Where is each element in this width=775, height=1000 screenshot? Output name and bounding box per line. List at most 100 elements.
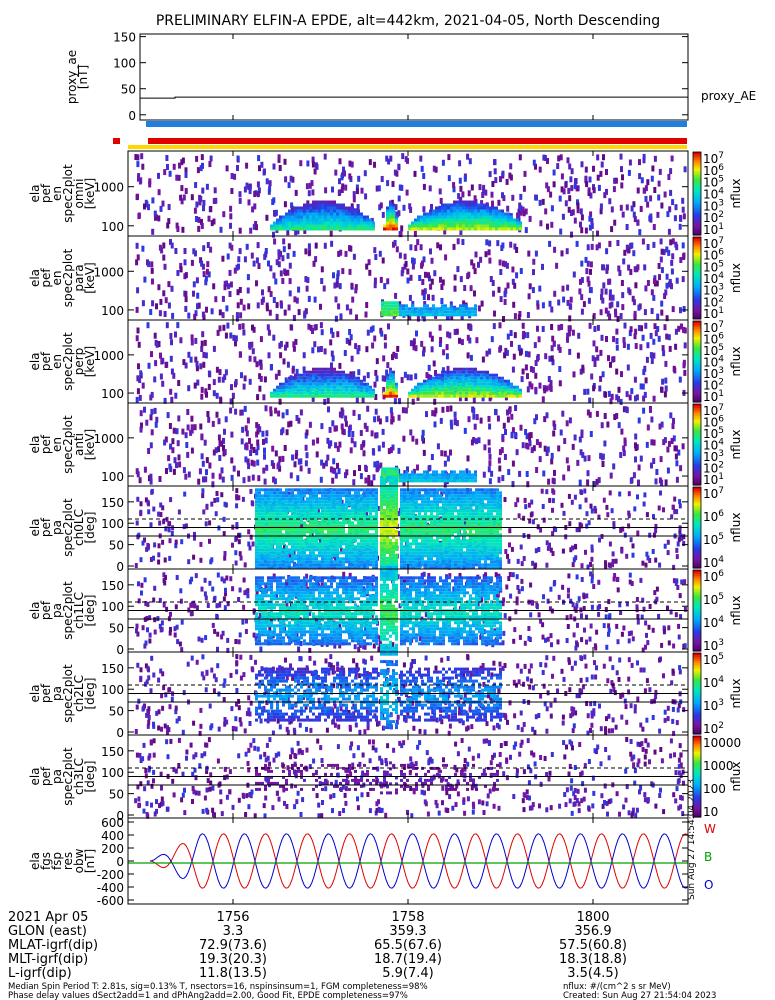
spectro-noise-pixel: [326, 454, 330, 461]
spectro-band-pixel: [354, 209, 357, 213]
spectro-noise-pixel: [143, 203, 146, 210]
spectro-band-pixel: [504, 394, 507, 398]
spectro-band-pixel: [465, 376, 468, 380]
spectro-noise-pixel: [452, 182, 456, 189]
pa-band-pixel: [339, 500, 342, 504]
pa-band-pixel: [366, 539, 369, 543]
spectro-noise-pixel: [560, 502, 564, 508]
pa-band-pixel: [354, 518, 357, 522]
spectro-noise-pixel: [580, 308, 584, 315]
spectro-noise-pixel: [511, 278, 515, 285]
pa-band-pixel: [321, 506, 324, 510]
pa-band-pixel: [360, 515, 363, 519]
pa-band-pixel: [369, 536, 372, 540]
spectro-noise-pixel: [138, 394, 142, 401]
spectro-noise-pixel: [557, 445, 561, 452]
pa-band-pixel: [300, 527, 303, 531]
spectro-band-pixel: [447, 215, 450, 219]
pa-band-pixel: [363, 527, 366, 531]
spectro-noise-pixel: [397, 414, 401, 421]
spectro-noise-pixel: [385, 155, 389, 162]
spectro-band-pixel: [402, 479, 405, 483]
spectro-band-pixel: [369, 224, 372, 228]
spectro-noise-pixel: [675, 554, 679, 560]
spectro-noise-pixel: [333, 282, 337, 289]
pa-band-pixel: [255, 512, 258, 516]
pa-band-pixel: [300, 536, 303, 540]
pa-band-pixel: [333, 506, 336, 510]
pa-band-pixel: [351, 554, 354, 558]
pa-band-pixel: [354, 563, 357, 567]
spectro-band-pixel: [519, 227, 522, 231]
pa-band-pixel: [285, 512, 288, 516]
spectro-band-pixel: [309, 388, 312, 392]
spectro-noise-pixel: [524, 364, 528, 371]
spectro-band-pixel: [477, 227, 480, 231]
spectro-noise-pixel: [558, 195, 562, 202]
spectro-band-pixel: [465, 206, 468, 210]
spectro-noise-pixel: [569, 176, 573, 183]
spectro-band-pixel: [389, 212, 392, 216]
spectro-band-pixel: [501, 224, 504, 228]
spectro-band-pixel: [432, 310, 435, 314]
spectro-band-pixel: [294, 209, 297, 213]
spectro-noise-pixel: [528, 440, 532, 447]
pa-band-pixel: [300, 500, 303, 504]
spectro-band-pixel: [315, 227, 318, 231]
spectro-noise-pixel: [250, 252, 254, 259]
spectro-noise-pixel: [137, 213, 141, 220]
spectro-noise-pixel: [196, 292, 200, 299]
spectro-band-pixel: [393, 304, 396, 308]
spectro-band-pixel: [450, 473, 453, 477]
spectro-band-pixel: [348, 212, 351, 216]
spectro-noise-pixel: [636, 219, 640, 226]
spectro-band-pixel: [459, 224, 462, 228]
pa-band-pixel: [312, 506, 315, 510]
spectro-noise-pixel: [547, 478, 551, 485]
spectro-noise-pixel: [590, 556, 594, 562]
spectro-noise-pixel: [577, 527, 581, 533]
spectro-noise-pixel: [592, 385, 596, 392]
spectro-band-pixel: [468, 385, 471, 389]
spectro-noise-pixel: [221, 312, 225, 319]
spectro-noise-pixel: [586, 564, 590, 570]
spectro-noise-pixel: [377, 185, 381, 192]
spectro-band-pixel: [441, 209, 444, 213]
spectro-band-pixel: [468, 307, 471, 311]
spectro-noise-pixel: [646, 424, 650, 431]
spectro-noise-pixel: [593, 361, 597, 367]
spectro-noise-pixel: [267, 352, 271, 359]
spectro-band-pixel: [480, 227, 483, 231]
spectro-band-pixel: [471, 215, 474, 219]
pa-band-pixel: [372, 491, 375, 495]
spectro-noise-pixel: [445, 344, 449, 351]
spectro-noise-pixel: [665, 315, 669, 322]
spectro-noise-pixel: [550, 452, 554, 459]
spectro-noise-pixel: [458, 177, 462, 184]
spectro-noise-pixel: [564, 181, 568, 188]
spectro-noise-pixel: [311, 347, 315, 354]
spectro-noise-pixel: [404, 156, 408, 163]
spectro-noise-pixel: [172, 427, 176, 434]
spectro-noise-pixel: [207, 215, 211, 222]
spectro-noise-pixel: [623, 322, 627, 329]
spectro-band-pixel: [432, 470, 435, 474]
pa-band-pixel: [264, 527, 267, 531]
spectro-noise-pixel: [653, 323, 657, 330]
spectro-band-pixel: [429, 394, 432, 398]
spectro-band-pixel: [411, 304, 414, 308]
spectro-noise-pixel: [154, 421, 158, 428]
spectro-band-pixel: [395, 224, 398, 228]
spectro-band-pixel: [441, 373, 444, 377]
spectro-band-pixel: [453, 310, 456, 314]
spectro-noise-pixel: [344, 184, 348, 191]
spectro-noise-pixel: [427, 294, 430, 301]
spectro-band-pixel: [291, 218, 294, 222]
spectro-noise-pixel: [245, 442, 249, 449]
spectro-noise-pixel: [153, 407, 157, 414]
spectro-band-pixel: [366, 388, 369, 392]
spectro-band-pixel: [303, 221, 306, 225]
spectro-noise-pixel: [604, 391, 607, 398]
spectro-noise-pixel: [459, 229, 463, 235]
spectro-noise-pixel: [674, 328, 678, 335]
